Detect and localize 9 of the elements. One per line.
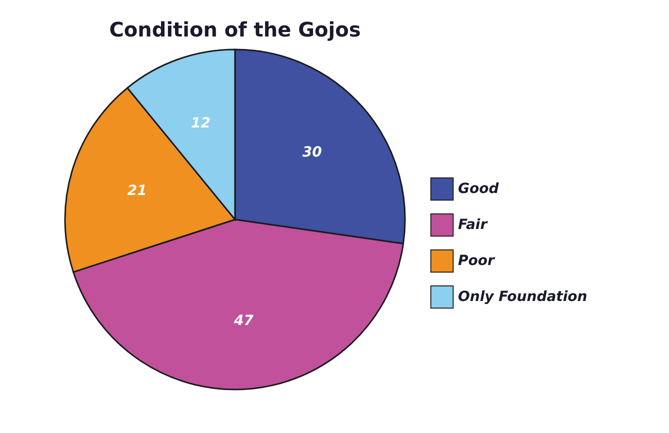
legend-label: Poor [458, 253, 496, 269]
data-label: 21 [127, 182, 147, 199]
data-label: 12 [190, 115, 210, 132]
legend-label: Fair [458, 217, 488, 233]
chart-title: Condition of the Gojos [109, 18, 361, 42]
data-label: 47 [232, 313, 254, 330]
legend-label: Good [458, 181, 500, 197]
legend-label: Only Foundation [458, 289, 588, 305]
data-label: 30 [302, 144, 322, 161]
